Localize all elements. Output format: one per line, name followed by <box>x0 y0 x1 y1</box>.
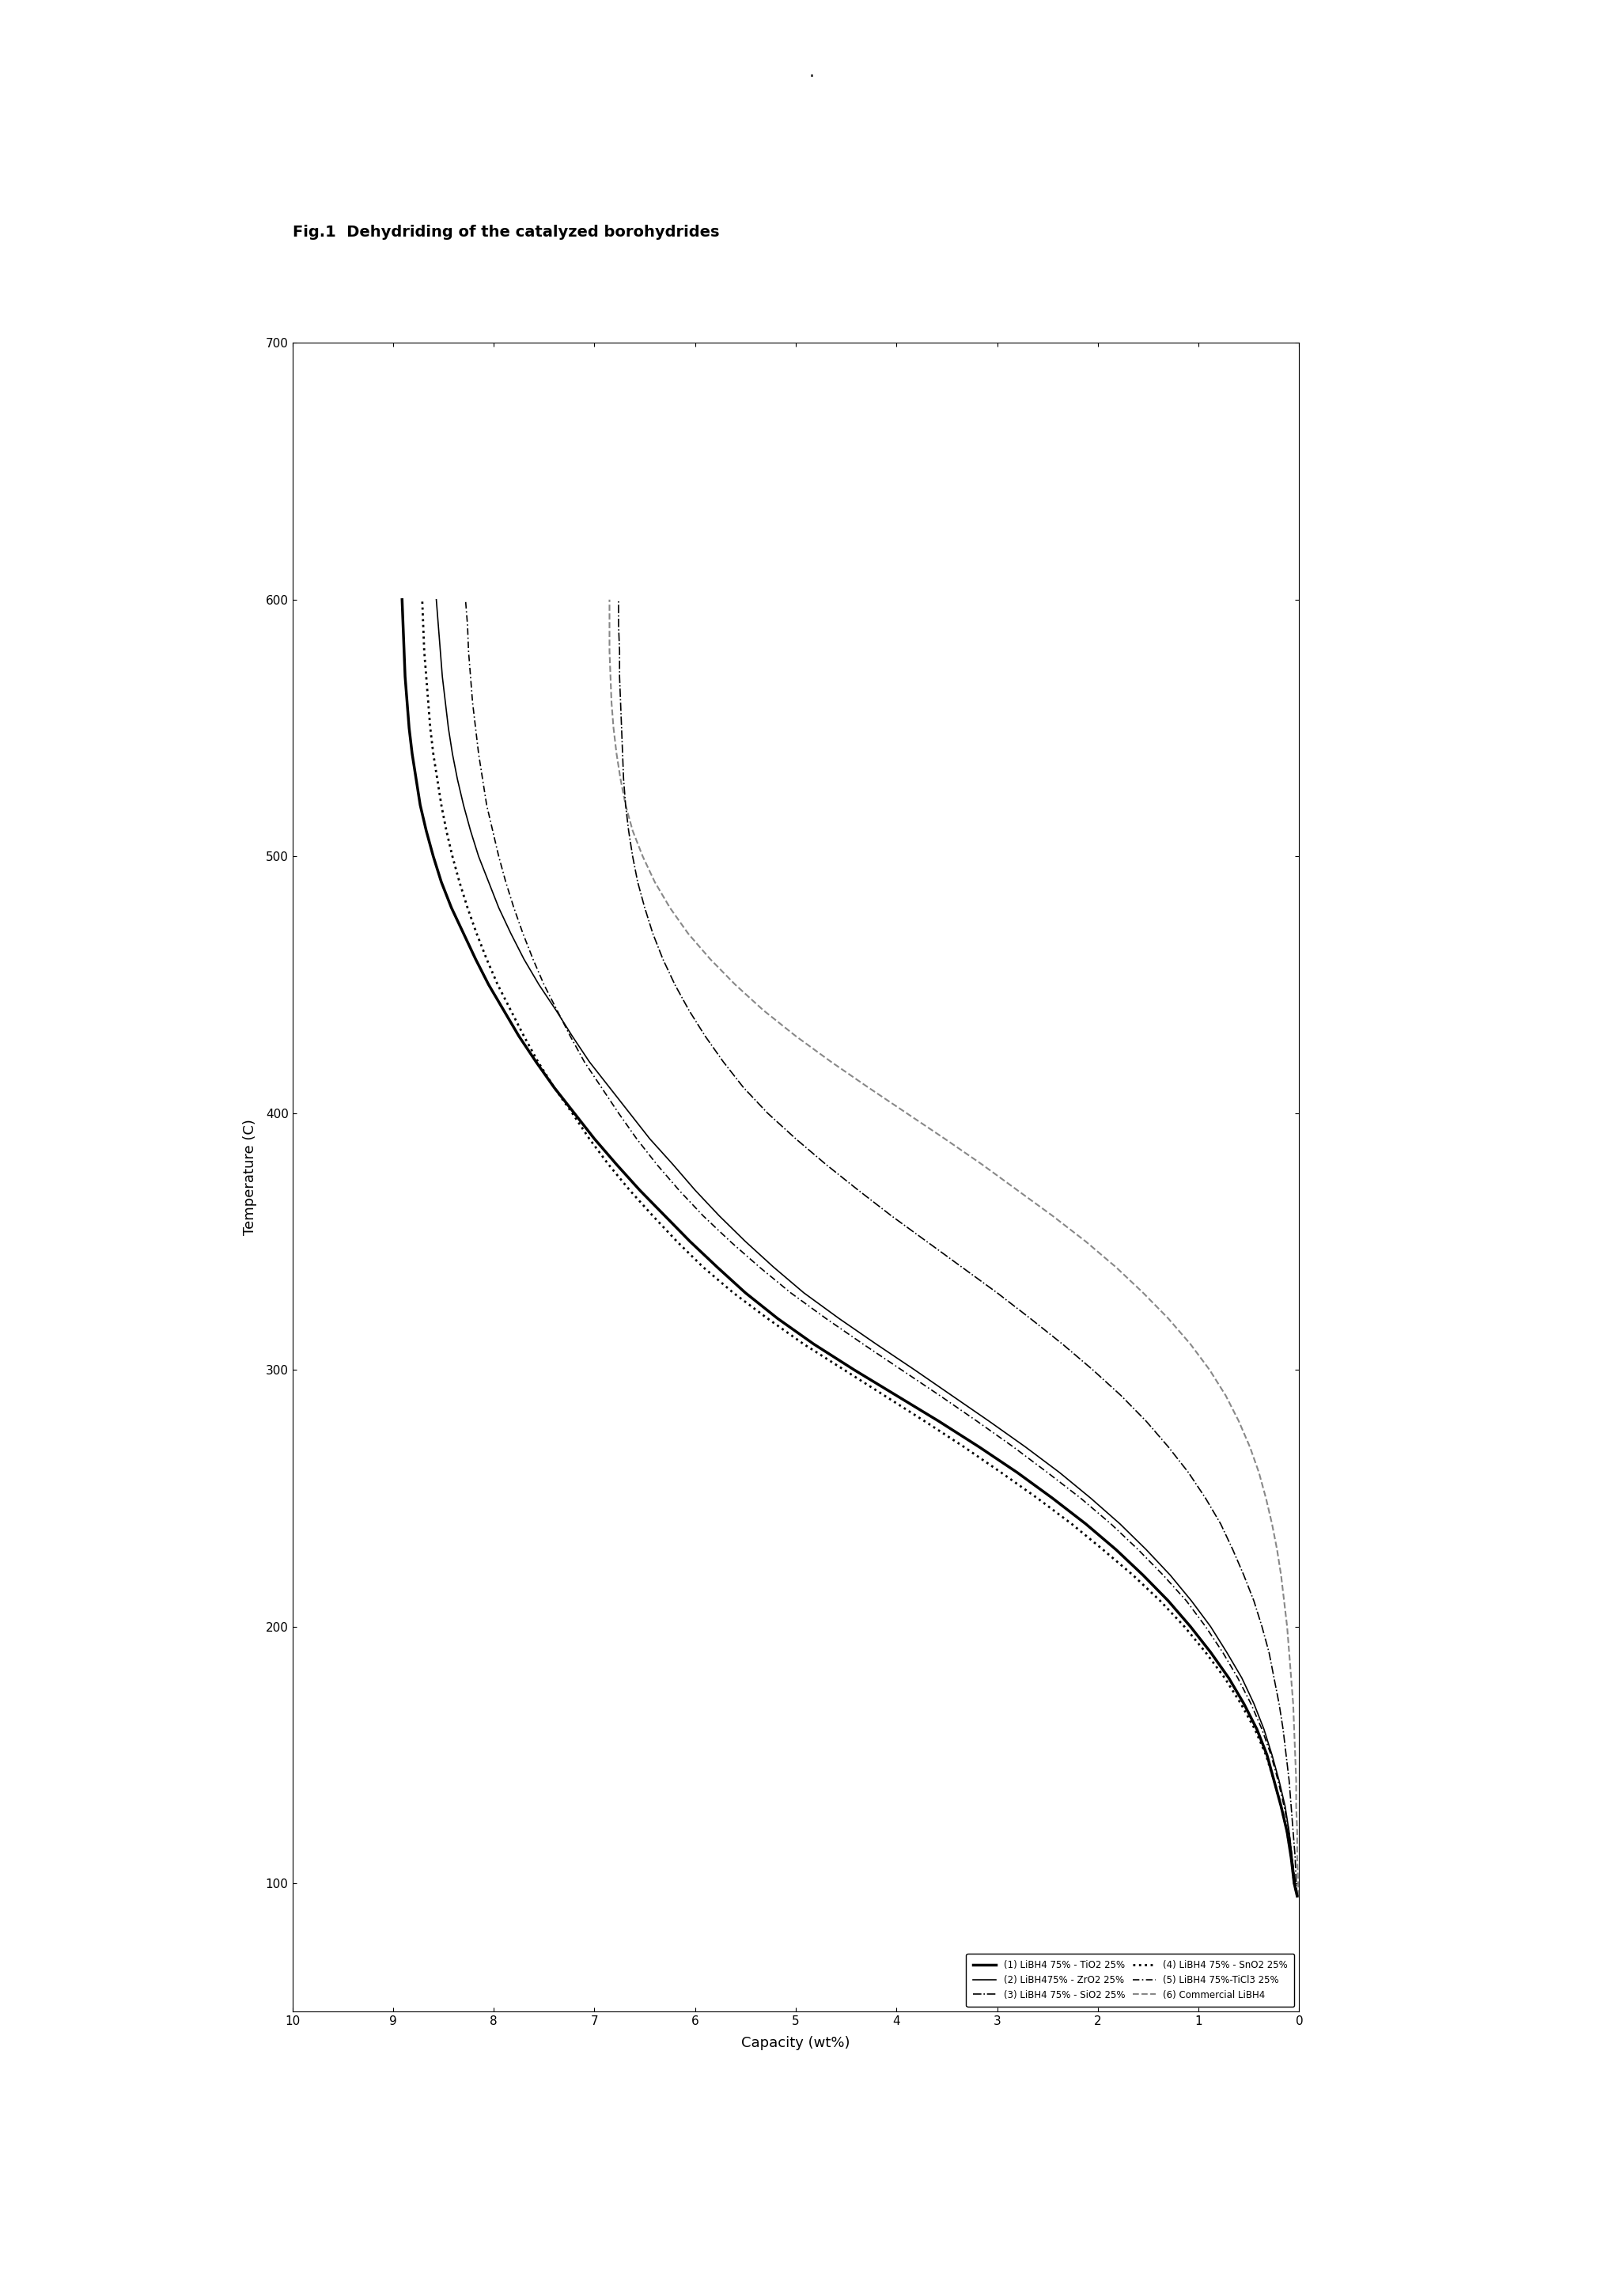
Y-axis label: Temperature (C): Temperature (C) <box>242 1120 257 1234</box>
X-axis label: Capacity (wt%): Capacity (wt%) <box>742 2037 849 2051</box>
Legend: (1) LiBH4 75% - TiO2 25%, (2) LiBH475% - ZrO2 25%, (3) LiBH4 75% - SiO2 25%, (4): (1) LiBH4 75% - TiO2 25%, (2) LiBH475% -… <box>966 1955 1294 2007</box>
Text: Fig.1  Dehydriding of the catalyzed borohydrides: Fig.1 Dehydriding of the catalyzed boroh… <box>292 224 719 240</box>
Text: ·: · <box>809 69 815 85</box>
